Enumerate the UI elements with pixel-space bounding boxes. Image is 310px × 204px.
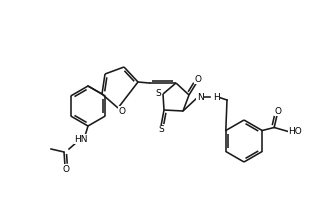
Text: HN: HN	[74, 134, 88, 143]
Text: O: O	[118, 106, 126, 115]
Text: S: S	[158, 125, 164, 134]
Text: O: O	[63, 164, 69, 173]
Text: H: H	[213, 92, 219, 102]
Text: HO: HO	[288, 127, 302, 136]
Text: O: O	[275, 107, 282, 116]
Text: O: O	[194, 74, 202, 83]
Text: S: S	[155, 90, 161, 99]
Text: N: N	[197, 92, 203, 102]
